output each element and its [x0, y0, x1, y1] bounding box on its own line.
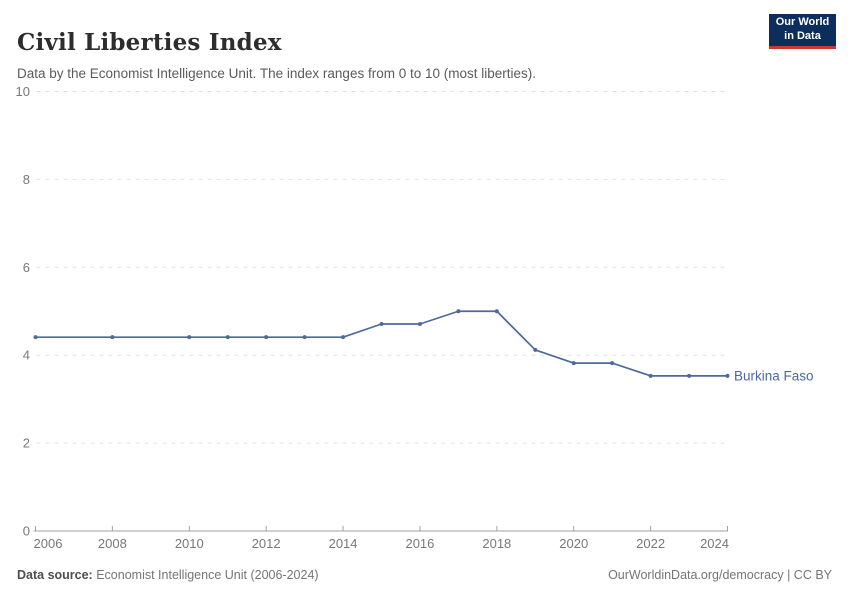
- data-point-2006[interactable]: [33, 335, 38, 340]
- owid-logo: Our World in Data: [769, 14, 836, 49]
- data-point-2016[interactable]: [417, 321, 422, 326]
- data-point-2021[interactable]: [610, 361, 615, 366]
- data-point-2017[interactable]: [456, 309, 461, 314]
- x-axis-label-2008: 2008: [98, 536, 127, 551]
- footer-citation-link[interactable]: OurWorldinData.org/democracy | CC BY: [608, 568, 832, 582]
- x-axis-label-2020: 2020: [559, 536, 588, 551]
- x-axis-label-2014: 2014: [329, 536, 358, 551]
- y-axis-label-4: 4: [23, 348, 30, 363]
- y-axis-label-0: 0: [23, 524, 30, 539]
- chart-subtitle: Data by the Economist Intelligence Unit.…: [17, 65, 536, 81]
- data-point-2010[interactable]: [187, 335, 192, 340]
- footer-source-label: Data source:: [17, 568, 93, 582]
- data-point-2012[interactable]: [264, 335, 269, 340]
- data-point-2013[interactable]: [302, 335, 307, 340]
- data-point-2019[interactable]: [533, 347, 538, 352]
- owid-logo-line1: Our World: [775, 16, 830, 29]
- x-axis-label-2012: 2012: [252, 536, 281, 551]
- x-axis-label-2016: 2016: [405, 536, 434, 551]
- x-axis-label-2006: 2006: [34, 536, 63, 551]
- y-axis-label-2: 2: [23, 436, 30, 451]
- x-axis-label-2018: 2018: [482, 536, 511, 551]
- y-axis-label-8: 8: [23, 172, 30, 187]
- data-point-2008[interactable]: [110, 335, 115, 340]
- chart-title: Civil Liberties Index: [17, 29, 282, 57]
- entity-label[interactable]: Burkina Faso: [734, 368, 814, 383]
- owid-logo-line2: in Data: [784, 30, 821, 42]
- series-line-burkina-faso: [35, 310, 728, 377]
- footer-source: Data source: Economist Intelligence Unit…: [17, 568, 319, 582]
- data-point-2022[interactable]: [648, 373, 653, 378]
- footer-source-text: Economist Intelligence Unit (2006-2024): [96, 568, 319, 582]
- data-point-2023[interactable]: [687, 373, 692, 378]
- data-point-2018[interactable]: [494, 309, 499, 314]
- data-point-2020[interactable]: [571, 361, 576, 366]
- chart-footer: Data source: Economist Intelligence Unit…: [17, 568, 832, 582]
- y-axis-label-10: 10: [16, 84, 30, 99]
- data-point-2015[interactable]: [379, 321, 384, 326]
- x-axis-label-2024: 2024: [700, 536, 729, 551]
- x-axis-label-2022: 2022: [636, 536, 665, 551]
- data-point-2014[interactable]: [341, 335, 346, 340]
- data-point-2024[interactable]: [725, 373, 730, 378]
- y-axis-label-6: 6: [23, 260, 30, 275]
- x-axis-label-2010: 2010: [175, 536, 204, 551]
- data-point-2011[interactable]: [225, 335, 230, 340]
